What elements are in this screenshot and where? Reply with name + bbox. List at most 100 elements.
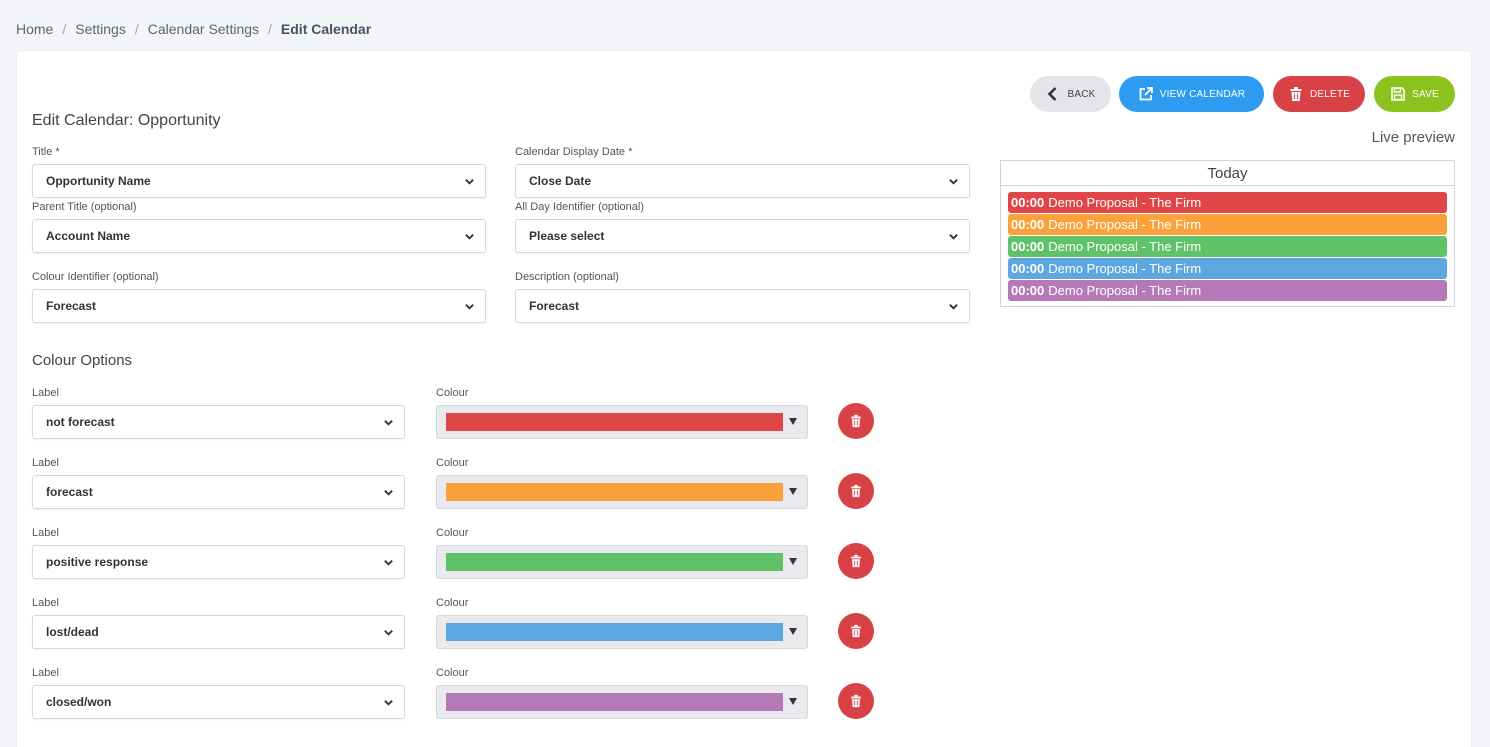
colour-swatch: [446, 693, 783, 711]
delete-button[interactable]: DELETE: [1273, 76, 1365, 112]
colour-option-label-header: Label: [32, 387, 59, 399]
colour-swatch: [446, 413, 783, 431]
breadcrumb-calendar-settings[interactable]: Calendar Settings: [147, 21, 260, 37]
colour-option-label-select[interactable]: lost/dead: [32, 615, 405, 649]
parent-title-field-label: Parent Title (optional): [32, 201, 137, 213]
colour-option-colour-header: Colour: [436, 457, 469, 469]
colour-picker[interactable]: [436, 545, 808, 579]
all-day-select[interactable]: Please select: [515, 219, 970, 253]
trash-icon: [1290, 87, 1302, 101]
chevron-down-icon: [465, 179, 474, 185]
colour-option-colour-header: Colour: [436, 527, 469, 539]
display-date-select-value: Close Date: [529, 174, 592, 188]
live-preview-panel: Today 00:00 Demo Proposal - The Firm 00:0…: [1000, 160, 1455, 307]
breadcrumb-separator: /: [62, 21, 67, 37]
preview-day-header: Today: [1001, 161, 1454, 186]
colour-option-label-value: forecast: [46, 485, 93, 499]
event-title: Demo Proposal - The Firm: [1048, 195, 1202, 210]
colour-option-label-value: closed/won: [46, 695, 112, 709]
save-button-label: SAVE: [1412, 88, 1439, 100]
colour-option-label-select[interactable]: not forecast: [32, 405, 405, 439]
chevron-down-icon: [949, 179, 958, 185]
chevron-left-icon: [1048, 87, 1057, 101]
colour-option-label-header: Label: [32, 457, 59, 469]
trash-icon: [851, 624, 861, 638]
event-title: Demo Proposal - The Firm: [1048, 239, 1202, 254]
colour-identifier-field-label: Colour Identifier (optional): [32, 271, 159, 283]
dropdown-triangle-icon: [789, 628, 797, 635]
colour-swatch: [446, 553, 783, 571]
colour-identifier-select-value: Forecast: [46, 299, 97, 313]
colour-options-title: Colour Options: [32, 352, 133, 369]
event-time: 00:00: [1011, 239, 1045, 254]
delete-colour-option-button[interactable]: [838, 543, 874, 579]
delete-button-label: DELETE: [1309, 88, 1351, 100]
preview-event[interactable]: 00:00 Demo Proposal - The Firm: [1008, 280, 1447, 301]
colour-picker[interactable]: [436, 475, 808, 509]
dropdown-triangle-icon: [789, 698, 797, 705]
colour-option-colour-header: Colour: [436, 387, 469, 399]
breadcrumb-home[interactable]: Home: [16, 21, 54, 37]
all-day-field-label: All Day Identifier (optional): [515, 201, 645, 213]
preview-event[interactable]: 00:00 Demo Proposal - The Firm: [1008, 236, 1447, 257]
chevron-down-icon: [465, 304, 474, 310]
description-field-label: Description (optional): [515, 271, 619, 283]
live-preview-label: Live preview: [1371, 129, 1455, 146]
colour-picker[interactable]: [436, 405, 808, 439]
preview-event[interactable]: 00:00 Demo Proposal - The Firm: [1008, 192, 1447, 213]
preview-event[interactable]: 00:00 Demo Proposal - The Firm: [1008, 258, 1447, 279]
breadcrumb-settings[interactable]: Settings: [75, 21, 126, 37]
colour-option-colour-header: Colour: [436, 667, 469, 679]
description-select-value: Forecast: [529, 299, 580, 313]
dropdown-triangle-icon: [789, 488, 797, 495]
colour-option-label-select[interactable]: positive response: [32, 545, 405, 579]
back-button[interactable]: BACK: [1030, 76, 1111, 112]
event-time: 00:00: [1011, 261, 1045, 276]
colour-option-label-header: Label: [32, 597, 59, 609]
delete-colour-option-button[interactable]: [838, 473, 874, 509]
display-date-select[interactable]: Close Date: [515, 164, 970, 198]
colour-picker[interactable]: [436, 685, 808, 719]
event-time: 00:00: [1011, 283, 1045, 298]
title-select[interactable]: Opportunity Name: [32, 164, 486, 198]
colour-option-label-header: Label: [32, 527, 59, 539]
chevron-down-icon: [465, 234, 474, 240]
trash-icon: [851, 694, 861, 708]
parent-title-select[interactable]: Account Name: [32, 219, 486, 253]
event-title: Demo Proposal - The Firm: [1048, 261, 1202, 276]
colour-swatch: [446, 623, 783, 641]
dropdown-triangle-icon: [789, 558, 797, 565]
colour-option-label-value: positive response: [46, 555, 149, 569]
save-button[interactable]: SAVE: [1374, 76, 1455, 112]
view-calendar-button[interactable]: VIEW CALENDAR: [1119, 76, 1264, 112]
colour-identifier-select[interactable]: Forecast: [32, 289, 486, 323]
description-select[interactable]: Forecast: [515, 289, 970, 323]
colour-option-label-select[interactable]: forecast: [32, 475, 405, 509]
delete-colour-option-button[interactable]: [838, 683, 874, 719]
delete-colour-option-button[interactable]: [838, 403, 874, 439]
trash-icon: [851, 484, 861, 498]
event-time: 00:00: [1011, 195, 1045, 210]
colour-option-colour-header: Colour: [436, 597, 469, 609]
dropdown-triangle-icon: [789, 418, 797, 425]
colour-picker[interactable]: [436, 615, 808, 649]
colour-option-label-value: lost/dead: [46, 625, 99, 639]
chevron-down-icon: [384, 420, 393, 426]
display-date-field-label: Calendar Display Date *: [515, 146, 633, 158]
chevron-down-icon: [384, 560, 393, 566]
back-button-label: BACK: [1067, 88, 1096, 100]
chevron-down-icon: [949, 304, 958, 310]
external-link-icon: [1139, 87, 1153, 101]
preview-event[interactable]: 00:00 Demo Proposal - The Firm: [1008, 214, 1447, 235]
page-title: Edit Calendar: Opportunity: [32, 112, 221, 129]
delete-colour-option-button[interactable]: [838, 613, 874, 649]
event-time: 00:00: [1011, 217, 1045, 232]
chevron-down-icon: [384, 630, 393, 636]
colour-option-label-value: not forecast: [46, 415, 115, 429]
colour-option-label-select[interactable]: closed/won: [32, 685, 405, 719]
event-title: Demo Proposal - The Firm: [1048, 283, 1202, 298]
chevron-down-icon: [384, 700, 393, 706]
breadcrumb-separator: /: [134, 21, 139, 37]
breadcrumb-separator: /: [268, 21, 272, 37]
colour-swatch: [446, 483, 783, 501]
